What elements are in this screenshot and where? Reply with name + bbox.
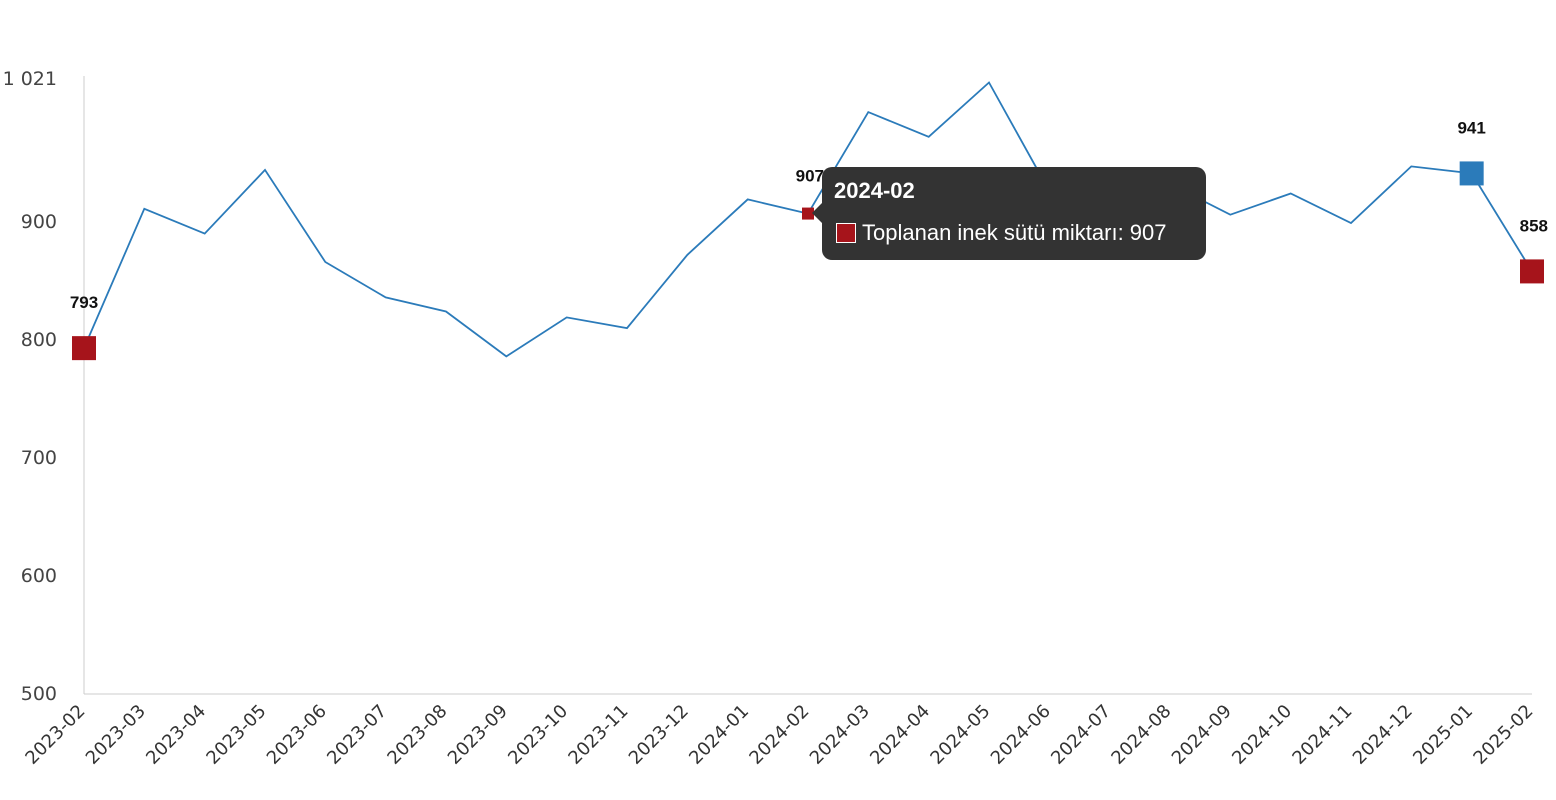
tooltip-series-swatch (836, 223, 856, 243)
x-tick-label: 2023-04 (142, 701, 210, 769)
data-point-marker-2025-02[interactable] (1520, 259, 1544, 284)
x-tick-label: 2024-12 (1349, 701, 1417, 769)
data-label-2024-02: 907 (796, 167, 824, 186)
y-tick-label: 700 (21, 447, 57, 469)
x-tick-label: 2024-03 (806, 701, 874, 769)
x-tick-label: 2023-07 (323, 701, 391, 769)
tooltip-row: Toplanan inek sütü miktarı: 907 (836, 220, 1167, 246)
x-tick-label: 2024-05 (926, 701, 994, 769)
tooltip-series-label: Toplanan inek sütü miktarı: 907 (862, 220, 1167, 245)
y-tick-label: 800 (21, 329, 57, 351)
x-tick-label: 2023-08 (383, 701, 451, 769)
x-tick-label: 2023-06 (263, 701, 331, 769)
data-labels: 793 907 941 858 (70, 118, 1548, 312)
x-tick-label: 2024-11 (1288, 701, 1356, 769)
data-label-2025-02: 858 (1520, 216, 1548, 235)
y-axis-ticks: 1 021 900 800 700 600 500 (3, 68, 57, 705)
x-tick-label: 2023-10 (504, 701, 572, 769)
data-label-2025-01: 941 (1457, 118, 1485, 137)
data-point-marker-2023-02[interactable] (72, 336, 96, 361)
x-tick-label: 2024-09 (1168, 701, 1236, 769)
x-tick-label: 2024-08 (1107, 701, 1175, 769)
x-tick-label: 2024-06 (987, 701, 1055, 769)
x-tick-label: 2023-11 (564, 701, 632, 769)
data-label-2023-02: 793 (70, 293, 98, 312)
tooltip: 2024-02 Toplanan inek sütü miktarı: 907 (812, 167, 1206, 260)
x-tick-label: 2024-07 (1047, 701, 1115, 769)
data-point-marker-2025-01[interactable] (1459, 161, 1484, 186)
x-tick-label: 2023-02 (21, 701, 89, 769)
y-tick-label: 1 021 (3, 68, 57, 90)
x-tick-label: 2024-01 (685, 701, 753, 769)
tooltip-title: 2024-02 (834, 178, 915, 203)
data-point-markers[interactable] (72, 161, 1544, 361)
x-tick-label: 2023-03 (82, 701, 150, 769)
y-tick-label: 900 (21, 211, 57, 233)
y-tick-label: 500 (21, 683, 57, 705)
data-point-marker-2024-02[interactable] (802, 207, 814, 220)
x-tick-label: 2023-09 (444, 701, 512, 769)
x-tick-label: 2024-10 (1228, 701, 1296, 769)
x-tick-label: 2023-05 (202, 701, 270, 769)
x-tick-label: 2025-02 (1469, 701, 1537, 769)
x-tick-label: 2024-04 (866, 701, 934, 769)
tooltip-arrow (812, 203, 822, 223)
x-tick-label: 2023-12 (625, 701, 693, 769)
y-tick-label: 600 (21, 565, 57, 587)
x-tick-label: 2024-02 (745, 701, 813, 769)
x-tick-label: 2025-01 (1409, 701, 1477, 769)
x-axis-ticks: 2023-022023-032023-042023-052023-062023-… (21, 701, 1537, 769)
